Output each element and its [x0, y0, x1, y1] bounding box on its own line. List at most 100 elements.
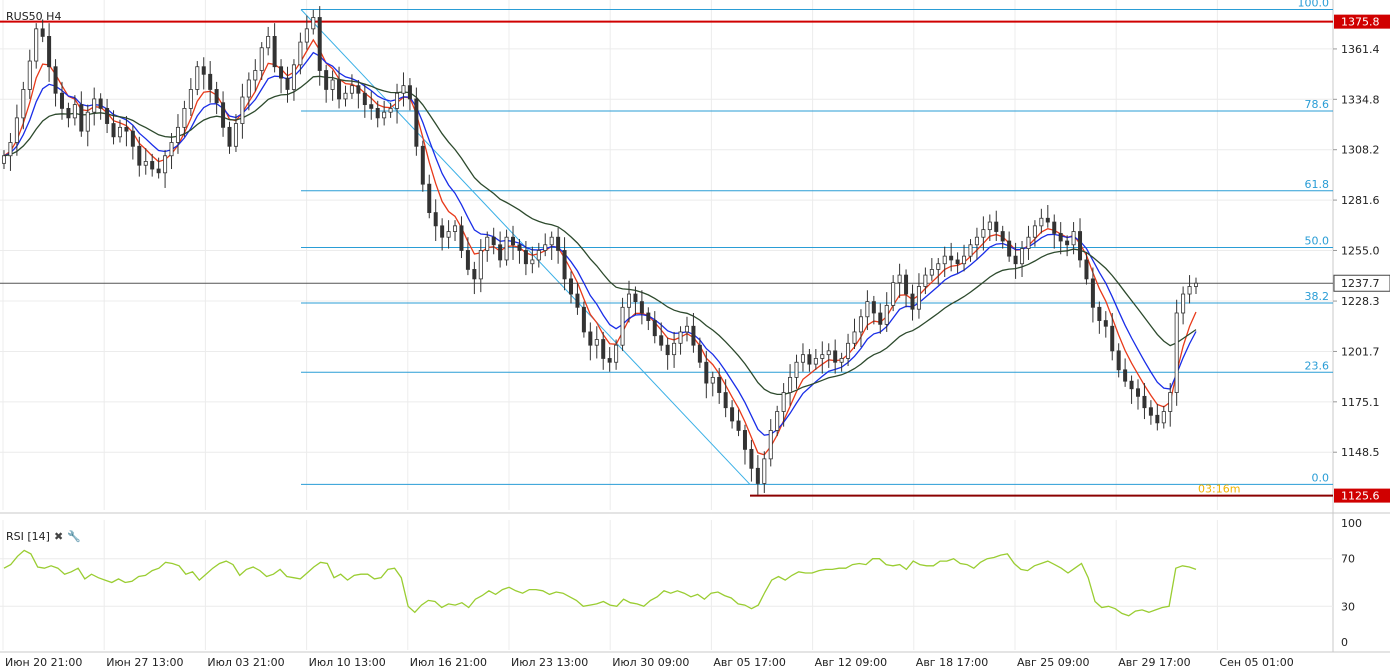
- candle-body: [684, 325, 689, 333]
- candle-body: [878, 312, 883, 325]
- candle-body: [755, 467, 760, 484]
- candle-body: [1000, 231, 1005, 242]
- candle-body: [1007, 240, 1012, 257]
- time-tick-label: Авг 25 09:00: [1017, 656, 1089, 669]
- candle-body: [395, 92, 400, 109]
- candle-body: [987, 221, 992, 231]
- moving-averages: [3, 38, 1197, 456]
- candle-body: [788, 376, 793, 393]
- candle-body: [697, 344, 702, 363]
- candle-body: [1168, 392, 1173, 412]
- candle-body: [375, 108, 380, 119]
- current-price-box: [1333, 274, 1390, 292]
- candle-body: [665, 344, 670, 356]
- candle-body: [1155, 414, 1160, 424]
- candle-body: [1045, 217, 1050, 223]
- candle-body: [272, 36, 277, 68]
- candle-body: [704, 361, 709, 384]
- price-tick-label: 1255.0: [1341, 244, 1380, 257]
- candle-body: [311, 17, 316, 30]
- candle-body: [710, 376, 715, 384]
- horizontal-lines[interactable]: 1375.8 1125.6 03:16m 1237.7: [0, 14, 1390, 503]
- candle-body: [130, 130, 135, 147]
- candle-body: [92, 98, 97, 113]
- candle-body: [2, 155, 7, 164]
- current-price-label: 1237.7: [1341, 277, 1380, 290]
- candle-body: [775, 411, 780, 431]
- price-tick-label: 1175.1: [1341, 396, 1380, 409]
- time-tick-label: Июл 30 09:00: [612, 656, 689, 669]
- candle-body: [259, 47, 264, 71]
- candle-body: [47, 36, 52, 68]
- candle-body: [440, 225, 445, 238]
- candle-body: [304, 28, 309, 43]
- candle-body: [143, 161, 148, 166]
- ema-slow-line: [3, 75, 1197, 396]
- candle-body: [717, 376, 722, 393]
- wrench-icon[interactable]: 🔧: [67, 530, 81, 543]
- candle-body: [85, 111, 90, 132]
- fibonacci-retracement[interactable]: 100.0 78.6 61.8 50.0 38.2 23.6 0.0: [300, 0, 1333, 485]
- rsi-series-line: [3, 549, 1197, 617]
- candle-body: [317, 17, 322, 71]
- price-axis[interactable]: 1361.4 1334.8 1308.2 1281.6 1255.0 1228.3 1201…: [1333, 43, 1380, 459]
- candle-body: [672, 342, 677, 356]
- candle-body: [105, 108, 110, 124]
- candle-body: [626, 293, 631, 308]
- candle-body: [1052, 221, 1057, 234]
- candle-body: [846, 342, 851, 359]
- candle-body: [981, 229, 986, 238]
- rsi-tick-label: 100: [1341, 517, 1362, 530]
- candle-body: [356, 85, 361, 94]
- candle-body: [298, 41, 303, 66]
- candle-body: [453, 225, 458, 232]
- rsi-tick-label: 30: [1341, 600, 1355, 613]
- candle-body: [478, 250, 483, 280]
- candle-body: [678, 331, 683, 344]
- candle-body: [401, 85, 406, 94]
- candle-body: [285, 77, 290, 90]
- candle-body: [124, 126, 129, 132]
- candle-body: [517, 244, 522, 251]
- candle-body: [117, 126, 122, 138]
- price-tick-label: 1361.4: [1341, 43, 1380, 56]
- candle-body: [240, 96, 245, 124]
- panel-splitter-handle[interactable]: [0, 512, 1390, 518]
- time-tick-label: Июл 03 21:00: [207, 656, 284, 669]
- candle-body: [14, 117, 19, 143]
- candle-body: [175, 126, 180, 143]
- candle-body: [156, 168, 161, 174]
- candle-body: [839, 358, 844, 363]
- candle-body: [182, 108, 187, 128]
- candle-body: [343, 92, 348, 100]
- candle-body: [813, 358, 818, 365]
- candle-body: [279, 66, 284, 79]
- candle-body: [794, 361, 799, 378]
- candle-body: [188, 89, 193, 109]
- candle-body: [1161, 411, 1166, 424]
- candle-body: [369, 104, 374, 109]
- candle-body: [549, 236, 554, 246]
- candle-body: [330, 79, 335, 90]
- candle-body: [942, 255, 947, 265]
- candle-body: [639, 301, 644, 314]
- candle-body: [169, 142, 174, 157]
- candle-body: [1078, 231, 1083, 261]
- candle-body: [72, 104, 77, 119]
- time-tick-label: Июл 23 13:00: [511, 656, 588, 669]
- rsi-title: RSI [14]: [6, 530, 50, 543]
- candle-body: [1071, 231, 1076, 246]
- candle-body: [588, 331, 593, 346]
- time-axis[interactable]: Июн 20 21:00 Июн 27 13:00 Июл 03 21:00 Июл …: [5, 656, 1294, 669]
- candle-body: [227, 126, 232, 147]
- candle-body: [659, 335, 664, 346]
- candle-body: [382, 111, 387, 119]
- price-tick-label: 1201.7: [1341, 345, 1380, 358]
- candle-body: [865, 301, 870, 318]
- candle-body: [1103, 320, 1108, 327]
- candle-body: [433, 212, 438, 227]
- candle-body: [781, 392, 786, 412]
- close-icon[interactable]: ✖: [53, 530, 64, 543]
- candle-body: [923, 274, 928, 287]
